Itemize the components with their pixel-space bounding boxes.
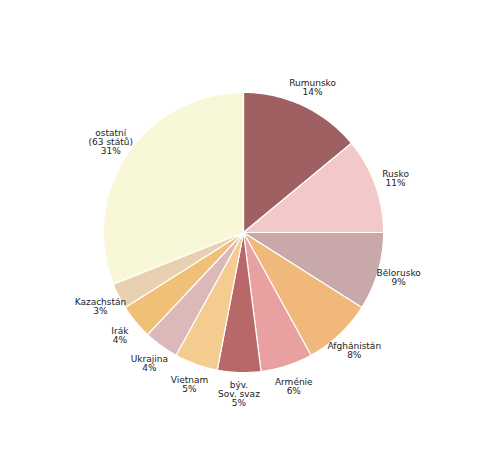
svg-text:ostatní(63 států)31%: ostatní(63 států)31% <box>89 128 133 156</box>
svg-text:Arménie6%: Arménie6% <box>275 377 313 396</box>
svg-text:Rusko11%: Rusko11% <box>382 169 409 188</box>
svg-text:Irák4%: Irák4% <box>111 326 129 345</box>
svg-text:Afghánistán8%: Afghánistán8% <box>327 341 381 360</box>
svg-text:Kazachstán3%: Kazachstán3% <box>75 297 127 316</box>
svg-text:býv.Sov. svaz5%: býv.Sov. svaz5% <box>218 380 260 408</box>
svg-text:Rumunsko14%: Rumunsko14% <box>289 78 336 97</box>
svg-text:Ukrajina4%: Ukrajina4% <box>131 354 168 373</box>
svg-text:Vietnam5%: Vietnam5% <box>171 375 209 394</box>
svg-text:Bělorusko9%: Bělorusko9% <box>377 268 422 287</box>
